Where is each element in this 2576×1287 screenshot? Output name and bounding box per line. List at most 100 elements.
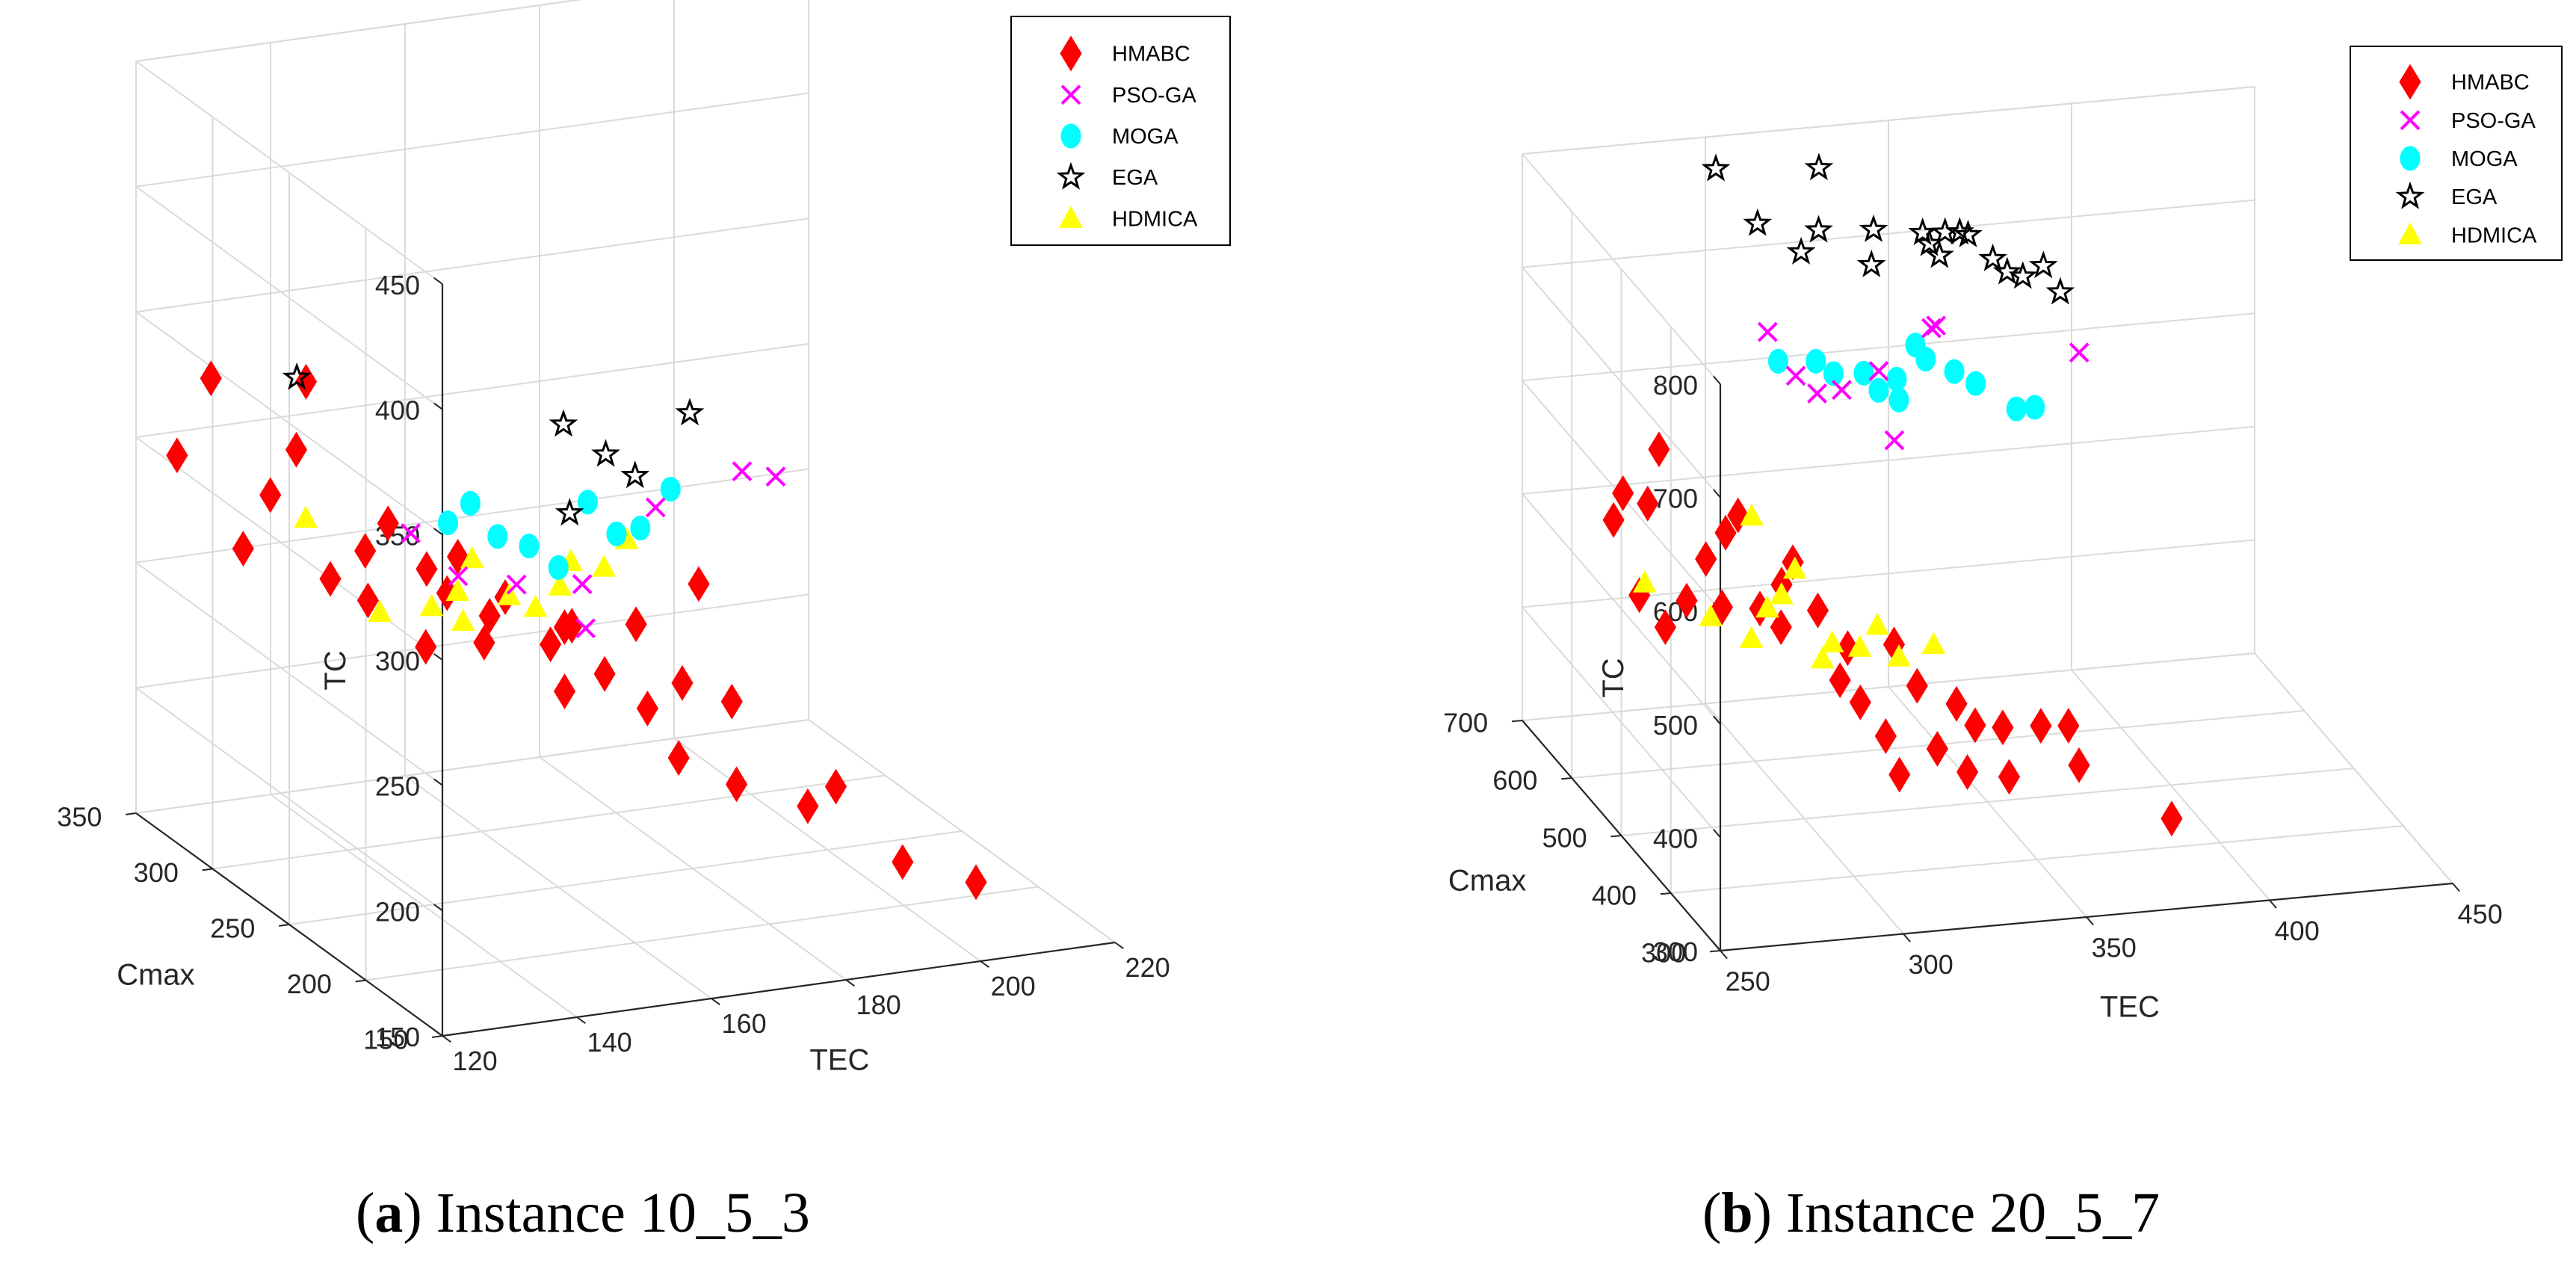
legend-label-moga: MOGA — [1112, 125, 1179, 149]
data-point — [460, 546, 484, 569]
legend-label-pso-ga: PSO-GA — [2451, 109, 2536, 133]
data-point — [415, 629, 437, 665]
y-tick — [125, 812, 137, 815]
x-axis-label: TEC — [809, 1044, 869, 1077]
grid-line — [135, 311, 443, 536]
data-point — [294, 505, 318, 528]
x-tick — [845, 979, 855, 987]
data-point — [356, 582, 379, 619]
y-tick-label: 400 — [1592, 880, 1637, 911]
z-tick-label: 150 — [375, 1022, 420, 1052]
legend-marker-hdmica — [1059, 206, 1083, 228]
z-tick — [433, 904, 443, 912]
x-tick — [442, 1035, 451, 1043]
legend-label-hdmica: HDMICA — [1112, 207, 1198, 231]
data-point — [1806, 348, 1826, 374]
data-point — [377, 505, 399, 542]
data-point — [319, 561, 342, 597]
data-point — [1847, 635, 1872, 657]
data-point — [1887, 644, 1911, 667]
legend-label-ega: EGA — [2451, 185, 2498, 209]
data-point — [732, 461, 753, 481]
grid-line — [212, 774, 886, 870]
data-point — [354, 533, 377, 570]
x-tick — [1903, 933, 1911, 942]
data-point — [1820, 630, 1844, 652]
data-point — [675, 398, 705, 426]
grid-line — [135, 61, 443, 285]
data-point — [1782, 556, 1807, 579]
data-point — [1884, 430, 1905, 451]
data-point — [1767, 348, 1788, 374]
box-edge — [2254, 652, 2453, 884]
data-point — [591, 439, 620, 467]
series-pso-ga — [401, 461, 786, 639]
x-tick — [1114, 942, 1124, 950]
grid-line — [1670, 825, 2403, 894]
data-point — [1633, 570, 1657, 593]
data-point — [2160, 800, 2183, 837]
series-hmabc — [166, 360, 987, 901]
data-point — [460, 490, 481, 516]
data-point — [824, 768, 847, 805]
data-point — [1602, 501, 1625, 538]
data-point — [1807, 383, 1827, 404]
grid-line — [135, 185, 443, 410]
data-point — [445, 578, 470, 601]
y-tick-label: 350 — [57, 802, 102, 833]
caption-b-letter: b — [1721, 1182, 1753, 1244]
legend-label-hmabc: HMABC — [2451, 71, 2530, 95]
data-point — [1612, 475, 1634, 511]
data-point — [1965, 371, 1986, 396]
data-point — [1755, 595, 1779, 618]
data-point — [497, 583, 522, 605]
data-point — [1921, 632, 1946, 655]
data-point — [1637, 485, 1659, 522]
data-point — [549, 409, 578, 437]
data-point — [1853, 360, 1874, 386]
z-tick — [1713, 942, 1721, 951]
series-ega — [1701, 152, 2075, 305]
data-point — [473, 624, 495, 661]
x-tick-label: 120 — [453, 1046, 498, 1076]
x-tick — [2269, 899, 2277, 909]
grid-line — [365, 886, 1039, 981]
data-point — [1908, 217, 1938, 246]
data-point — [2057, 708, 2080, 744]
y-tick — [1511, 720, 1523, 723]
z-tick — [433, 652, 443, 661]
data-point — [438, 510, 458, 536]
data-point — [1859, 214, 1888, 242]
z-tick-label: 400 — [1653, 823, 1698, 854]
data-point — [1739, 626, 1764, 648]
data-point — [645, 497, 666, 518]
z-tick — [1713, 829, 1721, 839]
grid-line — [135, 0, 583, 62]
grid-line — [1522, 153, 1721, 385]
data-point — [892, 844, 914, 880]
data-point — [1804, 214, 1833, 243]
z-tick-label: 500 — [1653, 710, 1698, 741]
y-tick-label: 200 — [287, 969, 332, 999]
y-tick — [202, 868, 213, 871]
data-point — [725, 766, 748, 803]
data-point — [636, 690, 658, 726]
data-point — [555, 498, 584, 526]
y-tick-label: 250 — [210, 913, 255, 944]
z-tick — [1713, 715, 1721, 725]
data-point — [506, 574, 527, 595]
x-tick-label: 220 — [1125, 952, 1170, 983]
y-tick-label: 300 — [1641, 938, 1686, 969]
data-point — [523, 594, 548, 617]
data-point — [519, 534, 540, 559]
data-point — [285, 431, 308, 468]
x-tick-label: 300 — [1909, 949, 1953, 980]
grid-line — [135, 593, 809, 689]
data-point — [1648, 431, 1670, 468]
z-axis-label: TC — [1597, 658, 1630, 697]
series-hdmica — [294, 505, 639, 631]
data-point — [1806, 592, 1829, 629]
data-point — [1675, 582, 1698, 619]
data-point — [1953, 219, 1983, 247]
x-tick-label: 250 — [1726, 966, 1770, 996]
